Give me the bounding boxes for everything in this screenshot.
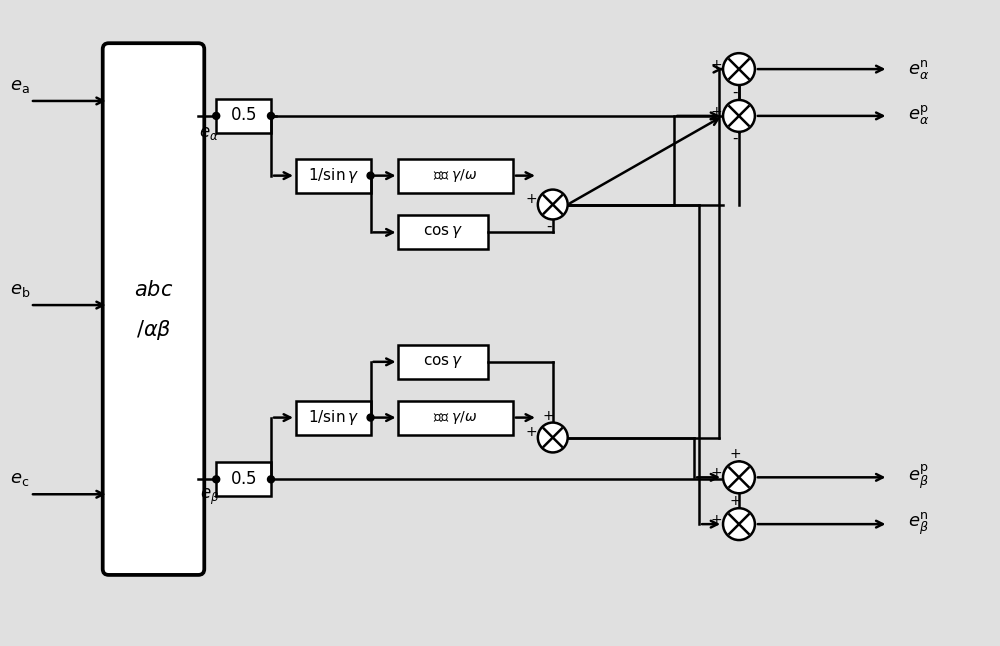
Text: 延时 $\gamma/\omega$: 延时 $\gamma/\omega$ — [433, 409, 478, 426]
Text: $e_{\beta}^{\rm p}$: $e_{\beta}^{\rm p}$ — [908, 463, 929, 492]
Circle shape — [723, 100, 755, 132]
Bar — [398, 159, 513, 193]
FancyBboxPatch shape — [103, 43, 204, 575]
Text: -: - — [546, 219, 552, 234]
Bar — [216, 463, 271, 496]
Text: -: - — [732, 131, 738, 146]
Text: $e_{\alpha}^{\rm n}$: $e_{\alpha}^{\rm n}$ — [908, 57, 929, 81]
Circle shape — [538, 189, 568, 220]
Text: +: + — [543, 409, 555, 422]
Bar — [296, 159, 371, 193]
Text: $abc$: $abc$ — [134, 280, 173, 300]
Text: $1/\sin\gamma$: $1/\sin\gamma$ — [308, 166, 359, 185]
Circle shape — [367, 172, 374, 179]
Circle shape — [367, 414, 374, 421]
Text: $/\alpha\beta$: $/\alpha\beta$ — [136, 318, 171, 342]
Text: $e_{\rm b}$: $e_{\rm b}$ — [10, 281, 30, 299]
Text: $e_{\alpha}$: $e_{\alpha}$ — [199, 125, 219, 142]
Text: $0.5$: $0.5$ — [230, 107, 257, 125]
Circle shape — [538, 422, 568, 452]
Circle shape — [723, 461, 755, 494]
Circle shape — [268, 476, 274, 483]
Text: -: - — [732, 85, 738, 99]
Bar — [398, 401, 513, 435]
Text: +: + — [710, 513, 722, 527]
Text: +: + — [525, 424, 537, 439]
Text: $1/\sin\gamma$: $1/\sin\gamma$ — [308, 408, 359, 427]
Text: 延时 $\gamma/\omega$: 延时 $\gamma/\omega$ — [433, 167, 478, 184]
Circle shape — [213, 476, 220, 483]
Text: +: + — [710, 58, 722, 72]
Text: $e_{\rm a}$: $e_{\rm a}$ — [10, 77, 30, 95]
Circle shape — [723, 508, 755, 540]
Text: +: + — [710, 105, 722, 119]
Text: $\cos\gamma$: $\cos\gamma$ — [423, 354, 463, 370]
Circle shape — [268, 112, 274, 120]
Bar — [296, 401, 371, 435]
Bar — [216, 99, 271, 133]
Text: $e_{\rm c}$: $e_{\rm c}$ — [10, 470, 30, 488]
Text: $e_{\alpha}^{\rm p}$: $e_{\alpha}^{\rm p}$ — [908, 105, 929, 127]
Text: +: + — [710, 466, 722, 481]
Text: +: + — [729, 494, 741, 508]
Text: $e_{\beta}$: $e_{\beta}$ — [200, 487, 219, 507]
Text: $\cos\gamma$: $\cos\gamma$ — [423, 224, 463, 240]
Text: +: + — [729, 448, 741, 461]
Bar — [398, 345, 488, 379]
Text: +: + — [525, 191, 537, 205]
Bar — [398, 216, 488, 249]
Circle shape — [213, 112, 220, 120]
Text: $e_{\beta}^{\rm n}$: $e_{\beta}^{\rm n}$ — [908, 511, 929, 537]
Text: $0.5$: $0.5$ — [230, 471, 257, 488]
Circle shape — [723, 53, 755, 85]
